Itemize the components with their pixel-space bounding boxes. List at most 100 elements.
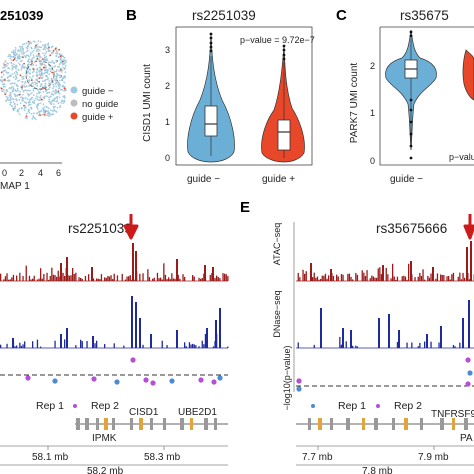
legend-swatch-no-guide [70, 99, 78, 107]
track-bar [148, 277, 151, 281]
panel-c-frame [379, 26, 474, 166]
track-bar [4, 276, 7, 281]
umap-point [52, 113, 54, 116]
track-peak [204, 265, 206, 281]
umap-point [45, 110, 48, 112]
umap-point [10, 59, 13, 61]
umap-point [28, 101, 30, 103]
umap-point [59, 105, 62, 107]
umap-point [24, 105, 27, 108]
umap-point [18, 113, 21, 115]
panel-c-pvalue: p−valu [449, 152, 474, 162]
umap-point [21, 76, 23, 78]
umap-point [28, 108, 30, 111]
track-bar [96, 340, 98, 348]
track-bar [435, 278, 437, 281]
umap-point [60, 101, 62, 104]
umap-point [29, 103, 32, 106]
umap-point [6, 99, 8, 101]
umap-point [18, 55, 21, 58]
umap-point [30, 64, 33, 67]
umap-point [28, 58, 30, 61]
umap-point [61, 62, 64, 65]
umap-point [19, 90, 21, 93]
umap-point [27, 40, 30, 43]
track-bar [20, 345, 23, 348]
umap-point [42, 96, 45, 99]
umap-point [12, 101, 15, 103]
umap-point [55, 91, 58, 94]
umap-point [8, 79, 11, 82]
umap-point [11, 64, 14, 67]
gene-label-tnfrsf9: TNFRSF9 [431, 409, 474, 420]
dnase-track-d [0, 296, 229, 348]
umap-point [17, 69, 20, 71]
track-bar [350, 276, 352, 281]
umap-point [32, 40, 35, 43]
umap-point [49, 49, 51, 52]
track-bar [70, 275, 72, 281]
umap-point [61, 59, 63, 61]
track-bar [116, 275, 119, 281]
snp-arrow-d [123, 214, 139, 240]
umap-point [30, 46, 33, 49]
umap-point [56, 83, 59, 86]
umap-point [11, 67, 14, 70]
track-bar [54, 275, 56, 281]
umap-point [9, 55, 12, 57]
umap-point [23, 43, 26, 45]
umap-point [60, 88, 62, 91]
umap-point [27, 50, 29, 52]
umap-point [40, 71, 43, 74]
umap-point [58, 83, 61, 85]
track-bar [19, 272, 21, 281]
track-bar [352, 345, 354, 348]
umap-point [2, 62, 5, 65]
track-bar [374, 277, 376, 281]
umap-point [36, 82, 38, 85]
track-bar [73, 274, 75, 281]
umap-point [42, 59, 45, 62]
umap-point [14, 51, 17, 54]
track-peak [176, 330, 178, 348]
umap-point [30, 112, 33, 115]
track-bar [104, 277, 106, 281]
track-label-dnase: DNase−seq [272, 290, 282, 337]
umap-point [49, 82, 52, 85]
umap-point [26, 117, 28, 120]
umap-point [42, 109, 45, 112]
track-bar [113, 343, 115, 348]
umap-point [48, 115, 51, 117]
umap-point [47, 88, 50, 91]
umap-point [11, 105, 14, 107]
track-peak [150, 334, 152, 348]
track-bar [457, 276, 459, 281]
track-bar [438, 342, 440, 348]
track-bar [14, 346, 16, 348]
track-bar [371, 275, 373, 281]
umap-point [21, 53, 24, 56]
umap-point [34, 47, 36, 49]
umap-point [32, 89, 35, 92]
umap-point [45, 56, 48, 58]
track-bar [184, 276, 186, 281]
umap-point [24, 80, 27, 83]
track-label-pvalue: −log10(p−value) [282, 345, 292, 410]
umap-point [13, 63, 15, 66]
umap-point [46, 106, 48, 109]
umap-point [62, 55, 65, 58]
track-bar [110, 275, 112, 281]
track-bar [404, 276, 407, 281]
track-bar [320, 278, 322, 281]
box-guide-plus [277, 119, 291, 151]
umap-point [42, 48, 45, 51]
umap-point [12, 109, 15, 112]
umap-point [9, 95, 12, 97]
umap-point [47, 114, 49, 117]
umap-point [1, 90, 3, 92]
umap-point [50, 93, 53, 96]
outliers-guide-minus [209, 32, 213, 53]
umap-point [61, 85, 64, 88]
track-bar [128, 276, 130, 281]
track-bar [462, 272, 464, 281]
